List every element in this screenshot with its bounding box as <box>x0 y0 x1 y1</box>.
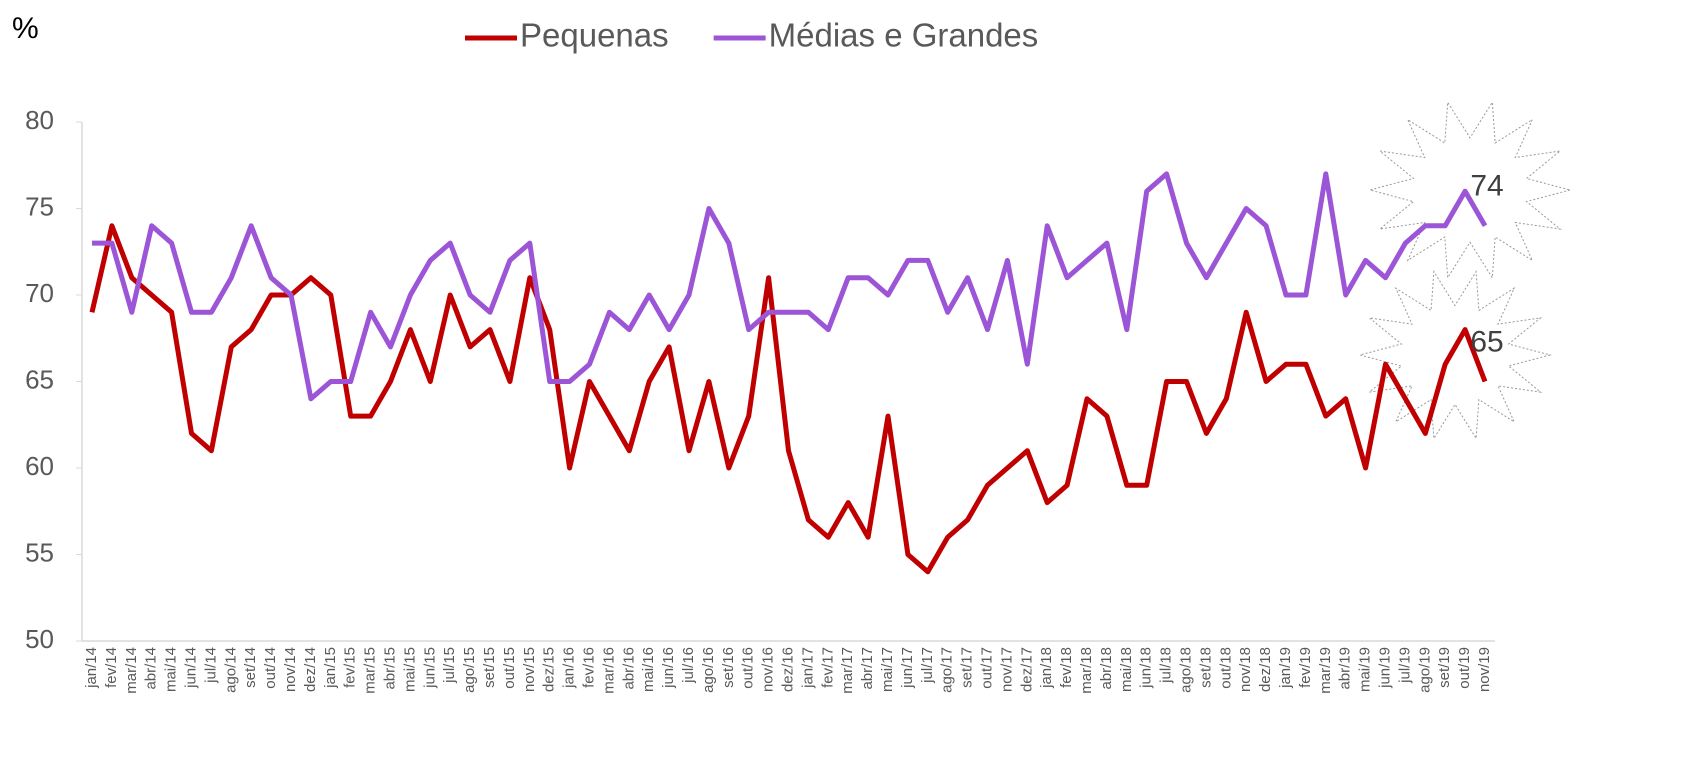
x-tick-label: out/19 <box>1456 647 1473 689</box>
x-tick-label: jun/18 <box>1138 647 1155 689</box>
x-tick-label: mar/14 <box>123 647 140 694</box>
x-tick-label: jul/15 <box>441 647 458 684</box>
x-tick-label: nov/19 <box>1476 647 1493 692</box>
x-tick-label: dez/14 <box>302 647 319 692</box>
x-tick-label: fev/14 <box>103 647 120 688</box>
y-tick-label: 70 <box>25 278 54 308</box>
x-tick-label: dez/18 <box>1257 647 1274 692</box>
x-tick-label: jun/19 <box>1376 647 1393 689</box>
x-tick-label: ago/17 <box>939 647 956 693</box>
x-tick-label: abr/15 <box>381 647 398 690</box>
series-line <box>89 223 1488 575</box>
x-tick-label: jul/16 <box>680 647 697 684</box>
x-tick-label: jun/14 <box>182 647 199 689</box>
x-tick-label: nov/14 <box>282 647 299 692</box>
x-tick-label: set/18 <box>1197 647 1214 688</box>
x-tick-label: ago/16 <box>700 647 717 693</box>
x-tick-label: abr/14 <box>143 647 160 690</box>
y-tick-label: 50 <box>25 624 54 654</box>
x-tick-label: mar/16 <box>600 647 617 694</box>
x-tick-label: abr/19 <box>1337 647 1354 690</box>
y-tick-label: 80 <box>25 105 54 135</box>
x-tick-label: mai/17 <box>879 647 896 692</box>
x-tick-label: mai/16 <box>640 647 657 692</box>
x-tick-label: jul/18 <box>1158 647 1175 684</box>
x-tick-label: abr/16 <box>620 647 637 690</box>
x-tick-label: set/17 <box>959 647 976 688</box>
x-tick-label: ago/14 <box>222 647 239 693</box>
x-tick-label: dez/15 <box>541 647 558 692</box>
x-tick-label: out/18 <box>1217 647 1234 689</box>
x-tick-label: jul/19 <box>1396 647 1413 684</box>
legend-label: Médias e Grandes <box>769 17 1039 54</box>
x-tick-label: dez/17 <box>1018 647 1035 692</box>
x-tick-label: nov/15 <box>521 647 538 692</box>
x-tick-label: set/15 <box>481 647 498 688</box>
y-tick-label: 55 <box>25 537 54 567</box>
x-tick-label: fev/17 <box>819 647 836 688</box>
legend-label: Pequenas <box>520 17 669 54</box>
x-tick-label: mar/17 <box>839 647 856 694</box>
y-tick-label: 60 <box>25 451 54 481</box>
x-tick-label: jun/17 <box>899 647 916 689</box>
x-tick-label: abr/18 <box>1098 647 1115 690</box>
x-tick-label: fev/19 <box>1297 647 1314 688</box>
x-tick-label: jul/17 <box>919 647 936 684</box>
x-tick-label: jun/16 <box>660 647 677 689</box>
x-tick-label: out/16 <box>740 647 757 689</box>
x-tick-label: out/14 <box>262 647 279 689</box>
x-tick-label: jan/14 <box>83 647 100 689</box>
x-tick-label: mar/15 <box>362 647 379 694</box>
x-tick-label: jan/17 <box>799 647 816 689</box>
x-tick-label: set/19 <box>1436 647 1453 688</box>
x-tick-label: mai/19 <box>1357 647 1374 692</box>
y-axis-label: % <box>12 12 39 45</box>
x-tick-label: fev/18 <box>1058 647 1075 688</box>
x-tick-label: fev/16 <box>580 647 597 688</box>
x-tick-label: nov/17 <box>998 647 1015 692</box>
y-tick-label: 65 <box>25 364 54 394</box>
x-tick-label: ago/19 <box>1416 647 1433 693</box>
x-tick-label: ago/15 <box>461 647 478 693</box>
x-tick-label: abr/17 <box>859 647 876 690</box>
data-label: 65 <box>1470 325 1503 358</box>
series-line <box>92 171 1488 402</box>
x-tick-label: set/16 <box>720 647 737 688</box>
x-tick-label: jun/15 <box>421 647 438 689</box>
x-tick-label: out/15 <box>501 647 518 689</box>
x-tick-label: dez/16 <box>779 647 796 692</box>
starburst <box>1358 270 1552 440</box>
x-tick-label: set/14 <box>242 647 259 688</box>
x-tick-label: mar/18 <box>1078 647 1095 694</box>
x-tick-label: nov/16 <box>760 647 777 692</box>
x-tick-label: mai/18 <box>1118 647 1135 692</box>
x-tick-label: jul/14 <box>202 647 219 684</box>
x-tick-label: mar/19 <box>1317 647 1334 694</box>
data-label: 74 <box>1470 170 1503 203</box>
x-tick-label: jan/16 <box>561 647 578 689</box>
x-tick-label: mai/15 <box>401 647 418 692</box>
x-tick-label: out/17 <box>978 647 995 689</box>
x-tick-label: fev/15 <box>342 647 359 688</box>
x-tick-label: jan/18 <box>1038 647 1055 689</box>
x-tick-label: mai/14 <box>163 647 180 692</box>
x-tick-label: nov/18 <box>1237 647 1254 692</box>
starburst <box>1368 100 1572 280</box>
y-tick-label: 75 <box>25 191 54 221</box>
x-tick-label: jan/15 <box>322 647 339 689</box>
x-tick-label: jan/19 <box>1277 647 1294 689</box>
x-tick-label: ago/18 <box>1177 647 1194 693</box>
